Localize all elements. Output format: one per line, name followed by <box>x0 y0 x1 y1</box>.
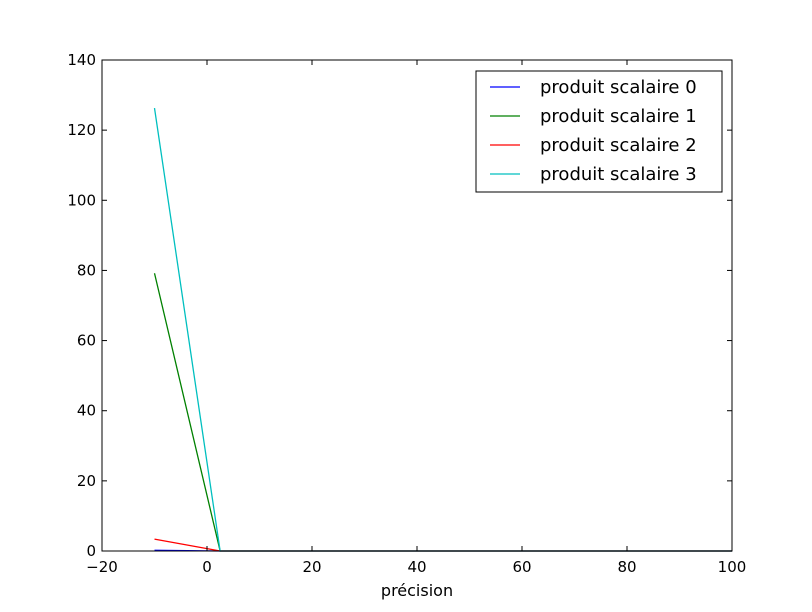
legend-box <box>475 70 723 193</box>
x-tick-label: 20 <box>302 558 321 576</box>
x-tick-label: 100 <box>718 558 747 576</box>
x-tick-label: 0 <box>202 558 212 576</box>
series-line-1 <box>153 273 732 552</box>
y-tick-label: 100 <box>67 191 96 209</box>
y-tick-label: 0 <box>86 542 96 560</box>
x-tick-label: −20 <box>86 558 118 576</box>
x-axis-label: précision <box>381 581 453 600</box>
legend-label-3: produit scalaire 3 <box>540 164 697 185</box>
y-tick-label: 60 <box>77 332 96 350</box>
series-line-2 <box>154 538 732 552</box>
y-tick-label: 80 <box>77 261 96 279</box>
legend-label-1: produit scalaire 1 <box>540 106 697 127</box>
y-tick-label: 20 <box>77 472 96 490</box>
y-tick-label: 120 <box>67 121 96 139</box>
legend-items: produit scalaire 0 produit scalaire 1 prod… <box>490 77 697 185</box>
x-tick-label: 40 <box>407 558 426 576</box>
legend: produit scalaire 0 produit scalaire 1 prod… <box>475 70 723 193</box>
y-tick-label: 40 <box>77 402 96 420</box>
y-tick-label: 140 <box>67 51 96 69</box>
legend-label-2: produit scalaire 2 <box>540 135 697 156</box>
x-tick-label: 60 <box>512 558 531 576</box>
x-tick-label: 80 <box>617 558 636 576</box>
legend-label-0: produit scalaire 0 <box>540 77 697 98</box>
